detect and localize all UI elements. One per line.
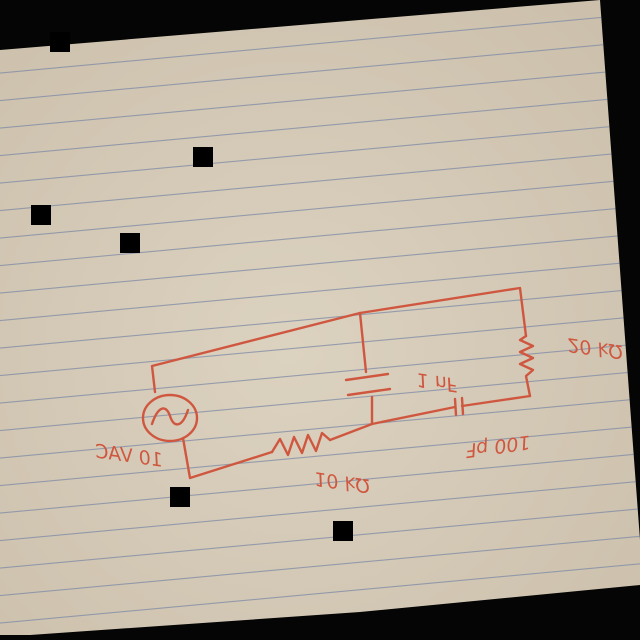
redaction-block [120, 233, 140, 253]
capacitor-top-plate-lower [346, 387, 392, 397]
ruled-line [0, 38, 640, 103]
ruled-line [0, 423, 640, 488]
ruled-line [0, 176, 640, 240]
ruled-line [0, 121, 640, 185]
ruled-line [0, 286, 640, 350]
redaction-block [170, 487, 190, 507]
wire-bottom-right [328, 422, 374, 442]
ruled-line [0, 148, 640, 213]
ac-source-symbol [150, 407, 190, 426]
ruled-line [0, 203, 640, 268]
redaction-blocks [31, 32, 353, 541]
redaction-block [31, 205, 51, 225]
ruled-line [0, 368, 640, 433]
ruled-line [0, 11, 640, 75]
wire-right-bottom [460, 394, 532, 408]
redaction-block [50, 32, 70, 52]
ruled-line [0, 258, 640, 323]
ac-source [141, 393, 199, 443]
redaction-block [333, 521, 353, 541]
ruled-line [0, 533, 640, 598]
ruled-line [0, 93, 640, 158]
ruled-lines [0, 11, 640, 635]
resistor-bottom [270, 431, 332, 457]
wire-bottom-left [181, 436, 274, 480]
ruled-line [0, 561, 640, 625]
ruled-line [0, 341, 640, 405]
capacitor-bottom-plate-right [460, 396, 465, 416]
resistor-right [518, 334, 535, 398]
redaction-block [193, 147, 213, 167]
ruled-line [0, 478, 640, 543]
ruled-line [0, 66, 640, 130]
wire-branch-top [358, 311, 368, 374]
ruled-line [0, 451, 640, 515]
ruled-line [0, 231, 640, 295]
capacitor-top-plate-upper [344, 372, 390, 382]
ruled-line [0, 506, 640, 570]
ruled-line [0, 396, 640, 460]
circuit-diagram [141, 286, 535, 480]
ruled-line [0, 313, 640, 378]
